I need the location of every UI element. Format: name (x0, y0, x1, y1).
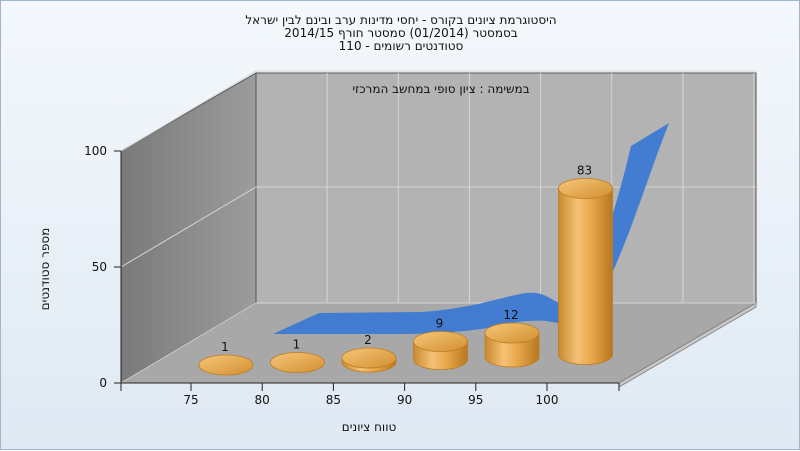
chart-title-line1: היסטוגרמת ציונים בקורס - יחסי מדינות ערב… (245, 13, 557, 27)
bar-top (341, 347, 397, 369)
axes: 0 50 100 75 80 85 90 95 100 (84, 144, 620, 407)
bar-top (413, 331, 468, 352)
bar-top (198, 354, 254, 376)
gridlines (120, 70, 756, 384)
y-tick-label: 0 (99, 376, 107, 390)
x-axis-label: טווח ציונים (342, 420, 397, 434)
bar: 2 (341, 333, 397, 373)
bar: 1 (198, 340, 254, 376)
bar-value-label: 2 (364, 333, 372, 347)
bar-top (484, 322, 540, 344)
x-tick-label: 100 (536, 393, 559, 407)
bar: 1 (270, 338, 325, 373)
bar: 83 (558, 164, 613, 365)
bar-value-label: 1 (221, 340, 229, 354)
chart-title-line2: בסמסטר (01/2014) סמסטר חורף 2014/15 (284, 26, 518, 40)
gridline-side (120, 302, 257, 384)
x-tick-label: 75 (183, 393, 198, 407)
gridline-side (120, 70, 257, 152)
x-tick-label: 85 (326, 393, 341, 407)
bar-body (558, 188, 613, 365)
y-tick-label: 100 (84, 144, 107, 158)
chart-title-line3: סטודנטים רשומים - 110 (338, 39, 464, 53)
bar-top (558, 178, 613, 199)
bar: 12 (484, 308, 540, 368)
bar: 9 (413, 317, 468, 370)
chart-subtitle: במשימה : ציון סופי במחשב המרכזי (352, 82, 529, 96)
bar-value-label: 12 (503, 308, 518, 322)
bar-top (270, 352, 325, 373)
y-axis-label: מספר סטודנטים (38, 228, 52, 311)
y-tick-label: 50 (92, 260, 107, 274)
gridline-side (120, 186, 257, 268)
x-tick-label: 80 (255, 393, 270, 407)
bar-value-label: 83 (577, 164, 592, 178)
bar-value-label: 9 (436, 317, 444, 331)
back-wall (255, 72, 757, 304)
x-tick-label: 95 (468, 393, 483, 407)
bar-value-label: 1 (293, 338, 301, 352)
x-tick-label: 90 (397, 393, 412, 407)
